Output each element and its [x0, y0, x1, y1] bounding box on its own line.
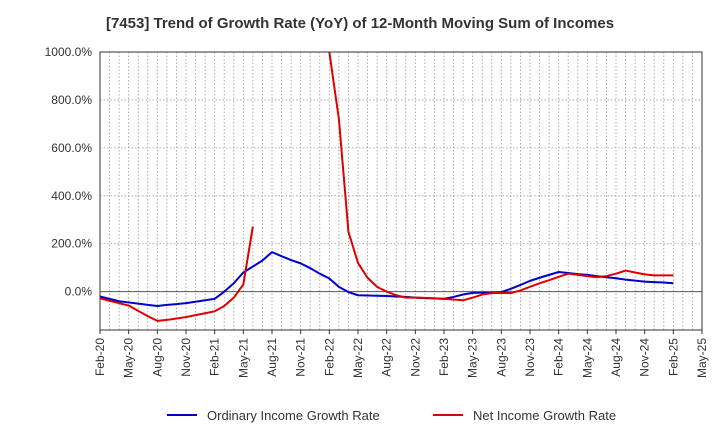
x-tick-label: Nov-23 — [523, 338, 537, 377]
x-tick-label: Nov-24 — [638, 338, 652, 377]
x-tick-label: Feb-22 — [322, 338, 336, 376]
x-tick-label: Feb-25 — [666, 338, 680, 376]
x-tick-label: Nov-22 — [408, 338, 422, 377]
x-tick-label: Nov-21 — [294, 338, 308, 377]
legend-label-net: Net Income Growth Rate — [473, 407, 617, 423]
plot-border — [99, 51, 703, 331]
y-tick-label: 1000.0% — [45, 45, 93, 59]
x-tick-label: Aug-23 — [494, 338, 508, 377]
legend-swatch-ordinary — [167, 414, 197, 416]
x-tick-label: May-21 — [236, 338, 250, 378]
legend-item-net: Net Income Growth Rate — [433, 404, 616, 426]
y-tick-label: 400.0% — [51, 189, 92, 203]
x-tick-label: Aug-20 — [150, 338, 164, 377]
chart-title: [7453] Trend of Growth Rate (YoY) of 12-… — [105, 15, 615, 32]
legend: Ordinary Income Growth Rate Net Income G… — [0, 404, 720, 428]
x-tick-label: Feb-24 — [552, 338, 566, 376]
x-tick-label: Feb-20 — [93, 338, 107, 376]
legend-label-ordinary: Ordinary Income Growth Rate — [207, 407, 380, 423]
x-tick-label: Aug-24 — [609, 338, 623, 377]
x-tick-label: May-22 — [351, 338, 365, 378]
y-tick-label: 800.0% — [51, 93, 92, 107]
legend-item-ordinary: Ordinary Income Growth Rate — [167, 404, 380, 426]
series-line-net-2 — [328, 52, 674, 302]
x-tick-label: Aug-21 — [265, 338, 279, 377]
x-tick-label: May-24 — [580, 338, 594, 378]
legend-swatch-net — [433, 414, 463, 416]
x-tick-label: Nov-20 — [179, 338, 193, 377]
y-tick-label: 0.0% — [65, 285, 93, 299]
x-tick-label: May-20 — [122, 338, 136, 378]
series-line-net-1 — [100, 226, 254, 322]
x-tick-label: May-25 — [695, 338, 709, 378]
x-tick-label: Aug-22 — [380, 338, 394, 377]
y-tick-label: 200.0% — [51, 237, 92, 251]
x-tick-label: Feb-21 — [208, 338, 222, 376]
y-tick-label: 600.0% — [51, 141, 92, 155]
x-tick-label: Feb-23 — [437, 338, 451, 376]
x-tick-label: May-23 — [466, 338, 480, 378]
